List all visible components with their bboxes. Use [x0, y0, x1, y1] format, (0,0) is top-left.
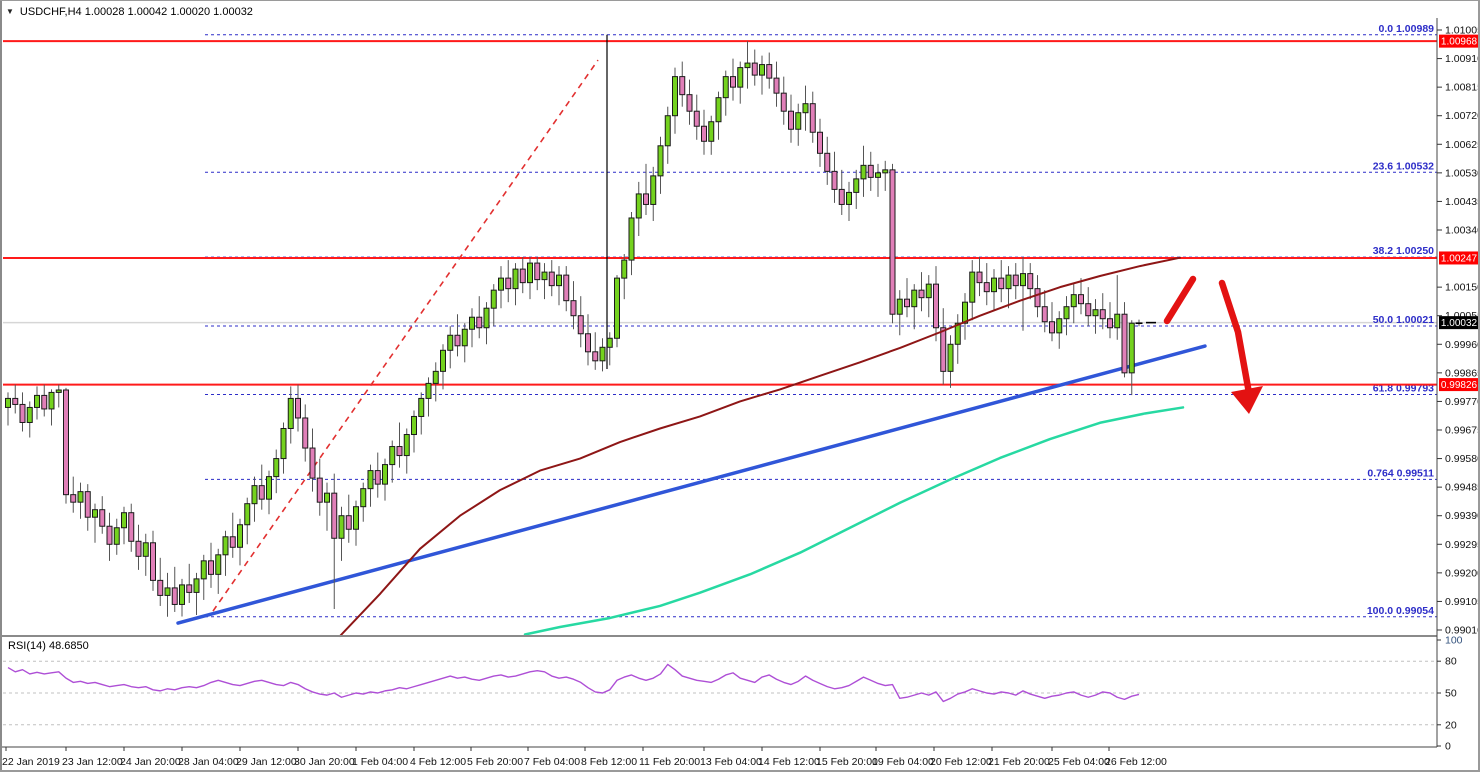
svg-text:13 Feb 04:00: 13 Feb 04:00 [700, 756, 762, 768]
rsi-panel [3, 660, 1437, 726]
svg-text:4 Feb 12:00: 4 Feb 12:00 [410, 756, 466, 768]
svg-text:20: 20 [1445, 719, 1457, 731]
svg-text:0.99960: 0.99960 [1445, 339, 1480, 351]
svg-text:50.0 1.00021: 50.0 1.00021 [1373, 314, 1434, 326]
svg-text:8 Feb 12:00: 8 Feb 12:00 [581, 756, 637, 768]
svg-text:0.99010: 0.99010 [1445, 625, 1480, 637]
svg-text:0: 0 [1445, 741, 1451, 753]
svg-text:0.99200: 0.99200 [1445, 567, 1480, 579]
blue-trendline[interactable] [176, 344, 1207, 625]
svg-text:0.764 0.99511: 0.764 0.99511 [1367, 467, 1434, 479]
svg-text:100.0 0.99054: 100.0 0.99054 [1367, 605, 1434, 617]
rsi-axis[interactable]: 100 80 50 20 0 [1437, 635, 1463, 753]
svg-text:1.00968: 1.00968 [1441, 37, 1478, 48]
svg-text:21 Feb 20:00: 21 Feb 20:00 [988, 756, 1050, 768]
svg-text:50: 50 [1445, 688, 1457, 700]
chart-title-bar: ▼ USDCHF,H4 1.00028 1.00042 1.00020 1.00… [6, 4, 253, 20]
svg-text:0.99770: 0.99770 [1445, 396, 1480, 408]
svg-text:23 Jan 12:00: 23 Jan 12:00 [62, 756, 123, 768]
candlesticks [5, 41, 1143, 617]
svg-text:1.01005: 1.01005 [1445, 25, 1480, 37]
panel-divider[interactable] [0, 635, 1437, 637]
svg-text:1.00910: 1.00910 [1445, 53, 1480, 65]
svg-text:0.99485: 0.99485 [1445, 482, 1480, 494]
rsi-indicator-label: RSI(14) 48.6850 [8, 640, 89, 652]
svg-text:100: 100 [1445, 635, 1463, 647]
svg-text:1.00720: 1.00720 [1445, 110, 1480, 122]
svg-text:28 Jan 04:00: 28 Jan 04:00 [178, 756, 239, 768]
svg-text:0.99865: 0.99865 [1445, 367, 1480, 379]
svg-text:1.00625: 1.00625 [1445, 139, 1480, 151]
svg-text:0.99675: 0.99675 [1445, 425, 1480, 437]
svg-text:1.00435: 1.00435 [1445, 196, 1480, 208]
svg-text:30 Jan 20:00: 30 Jan 20:00 [294, 756, 355, 768]
svg-text:25 Feb 04:00: 25 Feb 04:00 [1048, 756, 1110, 768]
svg-text:1.00247: 1.00247 [1441, 253, 1478, 264]
svg-text:19 Feb 04:00: 19 Feb 04:00 [872, 756, 934, 768]
svg-text:23.6 1.00532: 23.6 1.00532 [1373, 160, 1434, 172]
svg-text:0.0 1.00989: 0.0 1.00989 [1379, 23, 1435, 35]
svg-text:26 Feb 12:00: 26 Feb 12:00 [1105, 756, 1167, 768]
dashed-red-trendline[interactable] [212, 59, 599, 612]
svg-text:0.99826: 0.99826 [1441, 380, 1478, 391]
collapse-triangle-icon[interactable]: ▼ [6, 7, 14, 16]
svg-text:14 Feb 12:00: 14 Feb 12:00 [758, 756, 820, 768]
svg-text:1.00032: 1.00032 [1441, 318, 1478, 329]
slow-ma-line[interactable] [339, 256, 1181, 638]
fibonacci-retracement[interactable]: 0.0 1.00989 23.6 1.00532 38.2 1.00250 50.0 … [205, 23, 1437, 618]
price-axis[interactable]: 1.01005 1.00910 1.00815 1.00720 1.00625 1.005… [1437, 25, 1480, 637]
time-axis[interactable]: 22 Jan 2019 23 Jan 12:0024 Jan 20:0028 Ja… [2, 747, 1167, 768]
svg-text:0.99580: 0.99580 [1445, 453, 1480, 465]
svg-text:0.99105: 0.99105 [1445, 596, 1480, 608]
horizontal-sr-lines[interactable] [3, 40, 1437, 386]
svg-text:38.2 1.00250: 38.2 1.00250 [1373, 245, 1434, 257]
svg-text:0.99390: 0.99390 [1445, 510, 1480, 522]
rsi-line [7, 663, 1140, 703]
svg-text:1.00340: 1.00340 [1445, 225, 1480, 237]
svg-text:11 Feb 20:00: 11 Feb 20:00 [639, 756, 700, 768]
svg-text:20 Feb 12:00: 20 Feb 12:00 [930, 756, 992, 768]
fast-ma-line[interactable] [523, 406, 1185, 636]
svg-text:29 Jan 12:00: 29 Jan 12:00 [236, 756, 297, 768]
svg-text:1.00150: 1.00150 [1445, 282, 1480, 294]
svg-text:1 Feb 04:00: 1 Feb 04:00 [352, 756, 408, 768]
svg-text:7 Feb 04:00: 7 Feb 04:00 [524, 756, 580, 768]
svg-text:80: 80 [1445, 656, 1457, 668]
svg-text:1.00815: 1.00815 [1445, 82, 1480, 94]
svg-text:0.99295: 0.99295 [1445, 539, 1480, 551]
svg-text:1.00530: 1.00530 [1445, 167, 1480, 179]
svg-text:24 Jan 20:00: 24 Jan 20:00 [120, 756, 181, 768]
symbol-ohlc-title: USDCHF,H4 1.00028 1.00042 1.00020 1.0003… [19, 6, 253, 18]
drawn-red-arrows[interactable] [1163, 275, 1263, 414]
price-badges: 1.00968 1.00247 0.99826 1.00032 [1439, 34, 1479, 392]
svg-text:22 Jan 2019: 22 Jan 2019 [2, 756, 60, 768]
svg-text:5 Feb 20:00: 5 Feb 20:00 [467, 756, 523, 768]
svg-text:15 Feb 20:00: 15 Feb 20:00 [816, 756, 878, 768]
